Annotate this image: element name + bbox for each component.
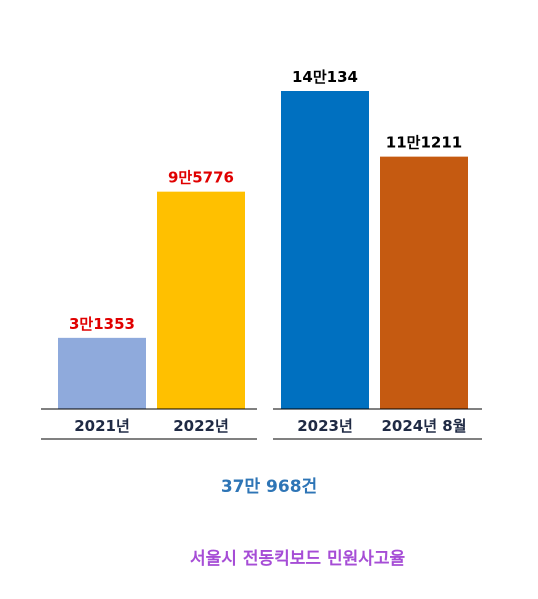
total-label: 37만 968건 bbox=[220, 477, 318, 497]
chart-subtitle: 서울시 전동킥보드 민원사고율 bbox=[190, 549, 406, 569]
category-label-1: 2022년 bbox=[173, 417, 229, 435]
category-label-0: 2021년 bbox=[74, 417, 130, 435]
value-label-0: 3만1353 bbox=[69, 315, 135, 333]
value-label-1: 9만5776 bbox=[168, 169, 234, 187]
bar-2 bbox=[281, 91, 369, 409]
value-label-2: 14만134 bbox=[292, 68, 358, 86]
bar-3 bbox=[380, 156, 468, 409]
value-label-3: 11만1211 bbox=[386, 134, 462, 152]
category-label-2: 2023년 bbox=[297, 417, 353, 435]
category-label-3: 2024년 8월 bbox=[381, 417, 466, 435]
bar-1 bbox=[157, 191, 245, 409]
bar-0 bbox=[58, 337, 146, 409]
